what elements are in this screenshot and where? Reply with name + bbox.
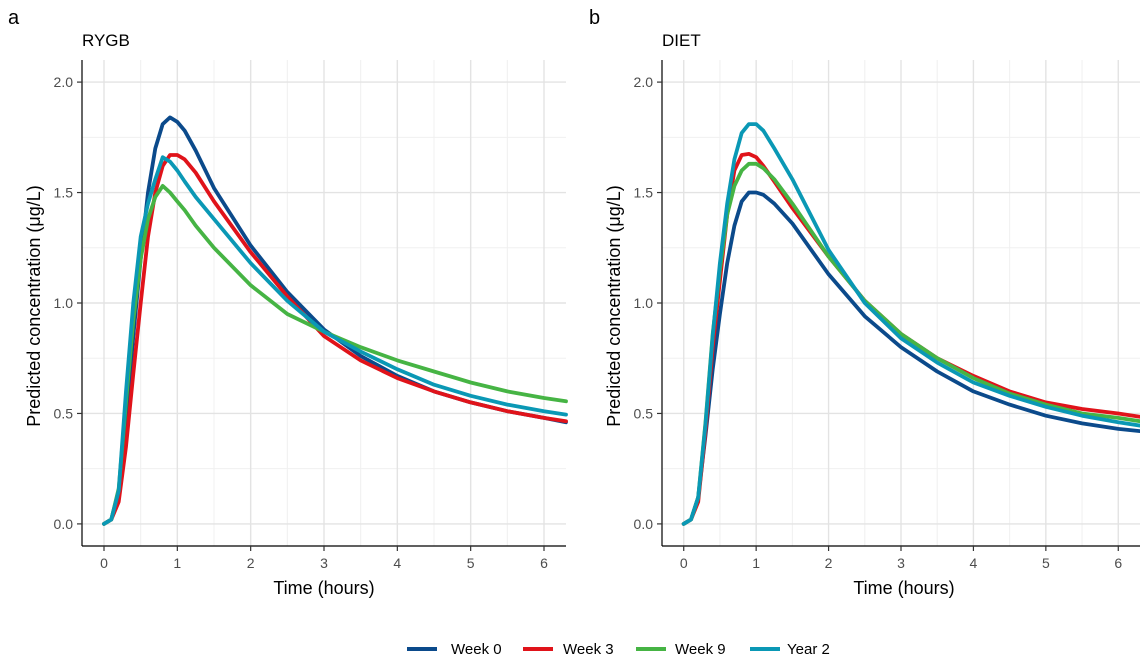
y-tick-label-rygb: 2.0 xyxy=(54,74,74,90)
legend-label-week-3: Week 3 xyxy=(563,641,614,657)
x-tick-label-rygb: 6 xyxy=(540,555,548,571)
x-tick-label-diet: 0 xyxy=(680,555,688,571)
panel-title-diet: DIET xyxy=(662,31,701,50)
series-lines-diet xyxy=(681,122,1140,526)
y-axis-title-diet: Predicted concentration (μg/L) xyxy=(604,185,624,427)
x-tick-label-diet: 4 xyxy=(970,555,978,571)
legend-label-week-0: Week 0 xyxy=(451,641,502,657)
legend: Week 0 Week 3 Week 9 Year 2 xyxy=(407,641,830,658)
ticks-diet: 0 1 2 3 4 5 6 0.0 0.5 1.0 1.5 2.0 xyxy=(634,74,1123,571)
panel-title-rygb: RYGB xyxy=(82,31,130,50)
x-tick-label-diet: 1 xyxy=(752,555,760,571)
grid-diet xyxy=(662,60,1140,546)
x-tick-label-rygb: 4 xyxy=(393,555,401,571)
panel-diet: b DIET 0 1 2 3 4 5 6 0.0 0.5 1.0 1.5 2.0 Time (hour… xyxy=(589,7,1140,598)
x-axis-title-diet: Time (hours) xyxy=(853,578,954,598)
x-tick-label-diet: 5 xyxy=(1042,555,1050,571)
panel-rygb: a RYGB 0 1 2 3 4 5 6 0.0 0.5 1.0 1.5 2.0 Time (hour… xyxy=(8,7,568,598)
x-tick-label-diet: 6 xyxy=(1114,555,1122,571)
x-tick-label-diet: 2 xyxy=(825,555,833,571)
series-lines-rygb xyxy=(102,115,568,526)
grid-rygb xyxy=(82,60,566,546)
y-tick-label-rygb: 0.5 xyxy=(54,405,74,421)
x-tick-label-rygb: 2 xyxy=(247,555,255,571)
x-tick-label-diet: 3 xyxy=(897,555,905,571)
y-tick-label-rygb: 1.0 xyxy=(54,295,74,311)
x-tick-label-rygb: 0 xyxy=(100,555,108,571)
y-tick-label-diet: 0.0 xyxy=(634,516,654,532)
legend-label-week-9: Week 9 xyxy=(675,641,726,657)
legend-label-year-2: Year 2 xyxy=(787,641,830,657)
series-line-year-2-diet xyxy=(681,122,1140,526)
series-line-week-9-rygb xyxy=(102,183,568,526)
y-axis-title-rygb: Predicted concentration (μg/L) xyxy=(24,185,44,427)
series-line-week-3-rygb xyxy=(102,153,568,526)
x-axis-title-rygb: Time (hours) xyxy=(273,578,374,598)
x-tick-label-rygb: 3 xyxy=(320,555,328,571)
y-tick-label-diet: 1.0 xyxy=(634,295,654,311)
y-tick-label-diet: 0.5 xyxy=(634,405,654,421)
y-tick-label-rygb: 0.0 xyxy=(54,516,74,532)
x-tick-label-rygb: 1 xyxy=(173,555,181,571)
ticks-rygb: 0 1 2 3 4 5 6 0.0 0.5 1.0 1.5 2.0 xyxy=(54,74,549,571)
x-tick-label-rygb: 5 xyxy=(467,555,475,571)
panel-letter-b: b xyxy=(589,7,600,29)
y-tick-label-diet: 2.0 xyxy=(634,74,654,90)
series-line-year-2-rygb xyxy=(102,155,568,526)
series-line-week-0-rygb xyxy=(102,115,568,526)
y-tick-label-rygb: 1.5 xyxy=(54,185,74,201)
y-tick-label-diet: 1.5 xyxy=(634,185,654,201)
panel-letter-a: a xyxy=(8,7,20,29)
